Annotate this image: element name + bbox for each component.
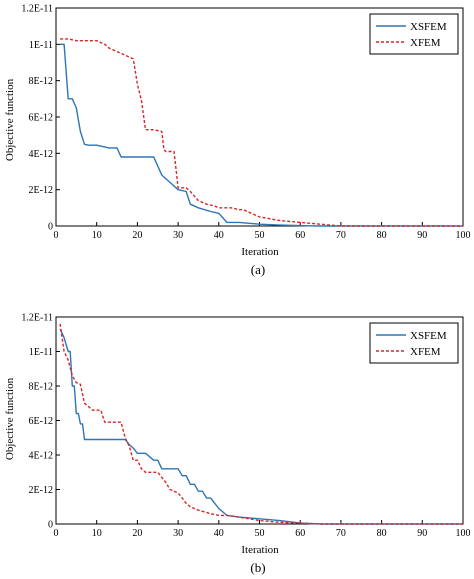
- legend-label: XSFEM: [410, 330, 447, 342]
- y-axis-title: Objective function: [4, 78, 16, 161]
- x-tick-label: 30: [173, 230, 183, 241]
- y-tick-label: 0: [48, 222, 53, 233]
- chart-b: Objective function Iteration (b) 0 2E-12 4…: [4, 313, 471, 576]
- x-tick-label: 50: [255, 528, 265, 539]
- x-tick-label: 0: [54, 230, 59, 241]
- y-tick-label: 2E-12: [29, 485, 53, 496]
- legend-label: XFEM: [410, 346, 441, 358]
- x-tick-label: 90: [417, 230, 427, 241]
- y-tick-label: 6E-12: [29, 113, 53, 124]
- x-tick-label: 40: [214, 230, 224, 241]
- y-tick-label: 1E-11: [29, 347, 53, 358]
- x-tick-label: 70: [336, 528, 346, 539]
- x-axis-title: Iteration: [241, 544, 279, 556]
- x-tick-label: 80: [377, 230, 387, 241]
- x-tick-label: 90: [417, 528, 427, 539]
- y-tick-label: 1E-11: [29, 40, 53, 51]
- x-tick-label: 70: [336, 230, 346, 241]
- series-line-xfem: [59, 323, 463, 525]
- y-tick-label: 4E-12: [29, 451, 53, 462]
- y-tick-label: 2E-12: [29, 185, 53, 196]
- x-tick-label: 80: [377, 528, 387, 539]
- legend: [369, 13, 459, 55]
- series-line-xfem: [60, 38, 463, 227]
- x-tick-label: 60: [295, 230, 305, 241]
- x-axis-title: Iteration: [241, 246, 279, 258]
- y-axis-title: Objective function: [4, 377, 16, 460]
- x-tick-label: 20: [132, 528, 142, 539]
- y-tick-label: 1.2E-11: [21, 4, 53, 15]
- y-tick-label: 8E-12: [29, 76, 53, 87]
- x-tick-label: 100: [456, 230, 471, 241]
- legend-label: XFEM: [410, 37, 441, 49]
- x-tick-label: 10: [92, 528, 102, 539]
- series-line-xsfem: [60, 43, 463, 227]
- chart-caption: (b): [250, 560, 265, 575]
- chart-caption: (a): [251, 262, 265, 277]
- x-tick-label: 30: [173, 528, 183, 539]
- chart-a: Objective function Iteration (a) 0 2E-12 4…: [4, 4, 471, 278]
- y-tick-label: 6E-12: [29, 416, 53, 427]
- y-tick-label: 8E-12: [29, 382, 53, 393]
- x-tick-label: 100: [456, 528, 471, 539]
- x-tick-label: 60: [295, 528, 305, 539]
- x-tick-label: 50: [255, 230, 265, 241]
- y-tick-label: 4E-12: [29, 149, 53, 160]
- y-tick-label: 0: [48, 520, 53, 531]
- x-tick-label: 40: [214, 528, 224, 539]
- y-tick-label: 1.2E-11: [21, 313, 53, 324]
- x-tick-label: 20: [132, 230, 142, 241]
- legend: [369, 322, 459, 364]
- legend-label: XSFEM: [410, 21, 447, 33]
- x-tick-label: 0: [54, 528, 59, 539]
- x-tick-label: 10: [92, 230, 102, 241]
